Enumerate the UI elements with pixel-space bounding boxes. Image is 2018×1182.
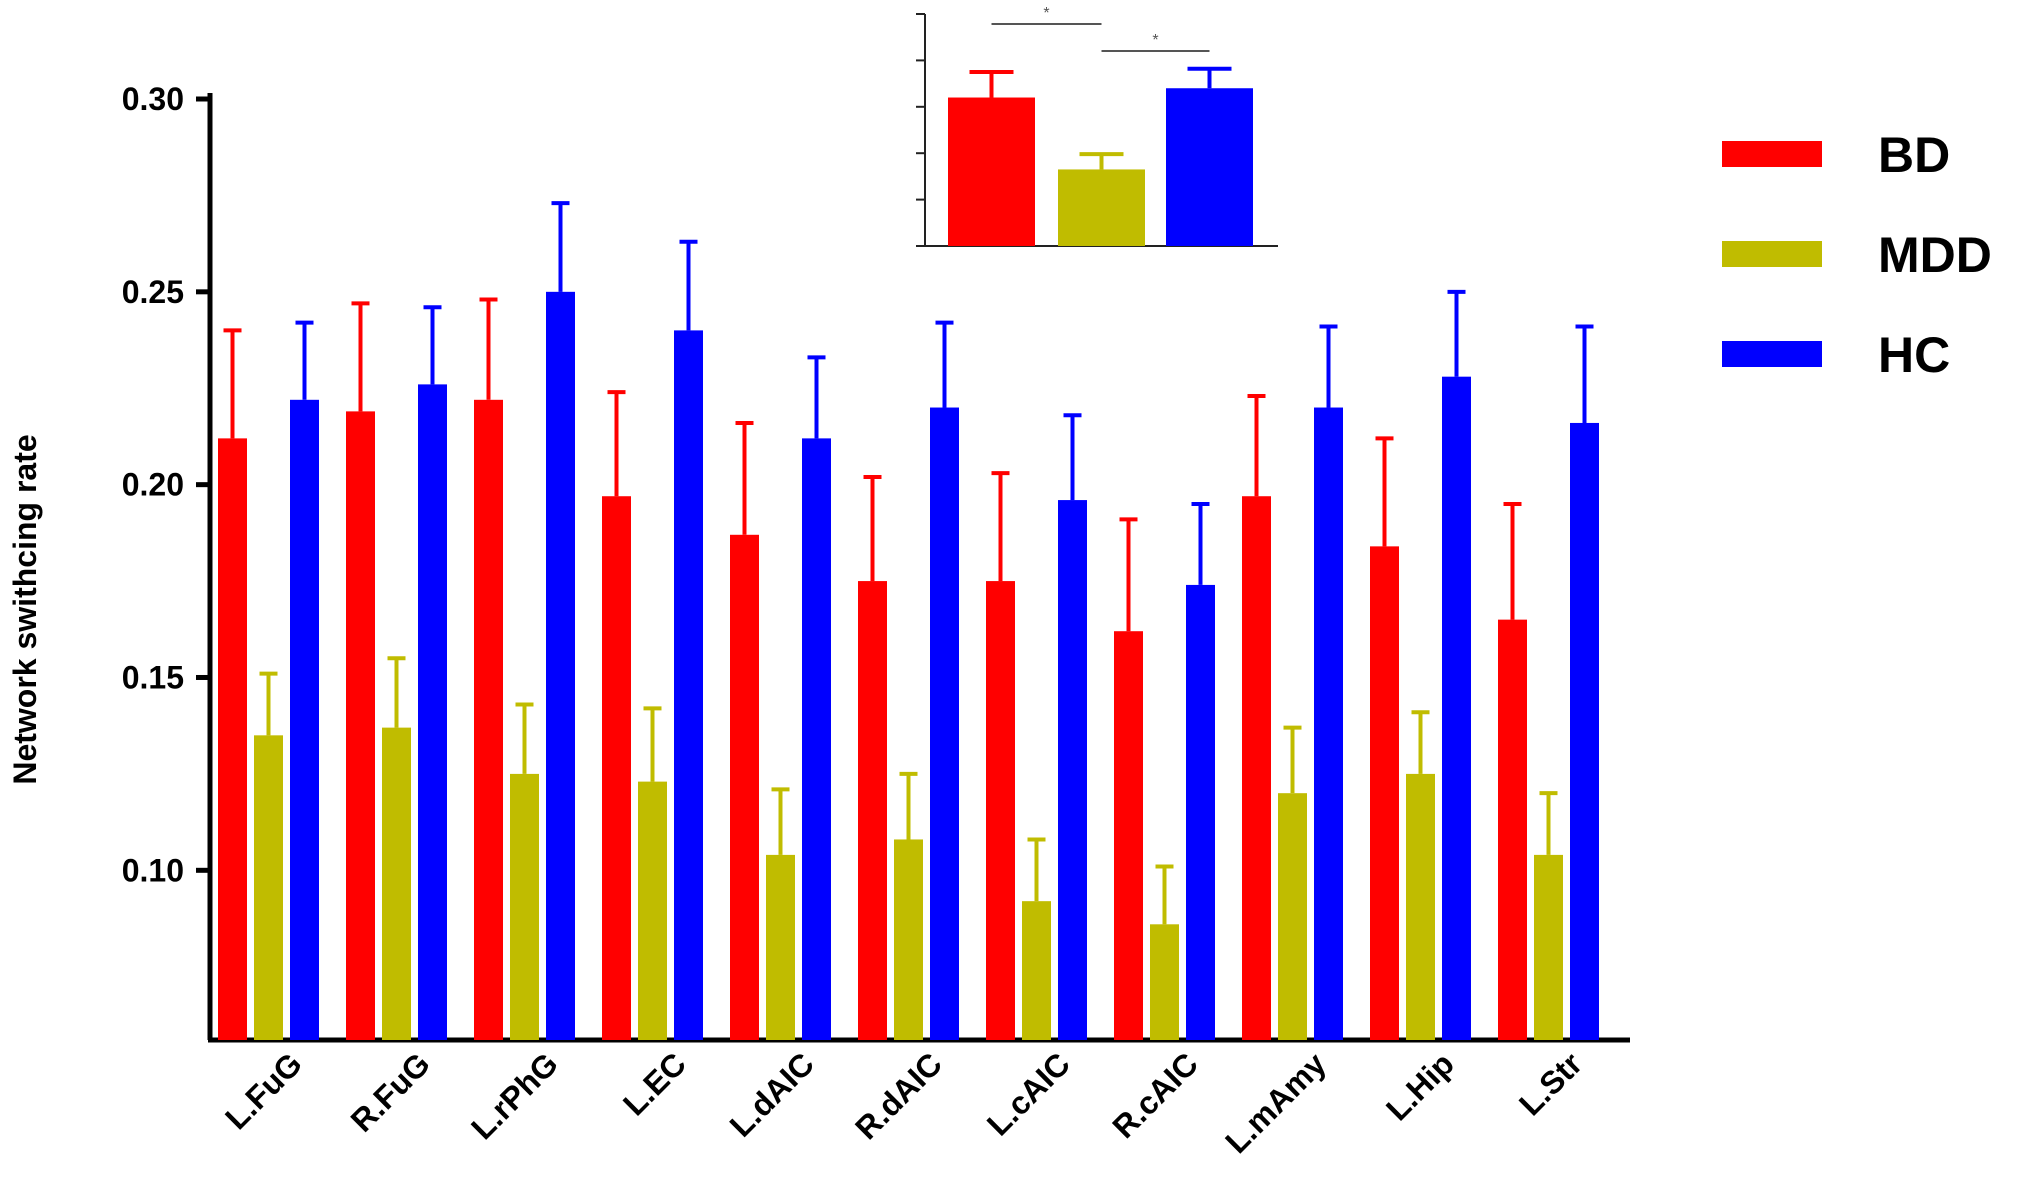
inset-bar-bd	[948, 97, 1035, 247]
bar-bd	[1498, 619, 1527, 1040]
y-axis-label: Network swithcing rate	[7, 434, 43, 784]
significance-star: *	[1043, 5, 1049, 22]
bar-hc	[290, 399, 319, 1040]
legend-swatch-bd	[1722, 141, 1822, 167]
x-tick-label: L.EC	[616, 1045, 693, 1122]
bar-hc	[1314, 407, 1343, 1040]
bar-mdd	[1022, 901, 1051, 1040]
bar-mdd	[766, 854, 795, 1040]
bar-mdd	[1406, 773, 1435, 1040]
y-tick-label: 0.25	[122, 274, 184, 310]
bar-bd	[1242, 496, 1271, 1040]
x-tick-label: R.FuG	[344, 1045, 437, 1138]
bar-hc	[674, 330, 703, 1040]
bar-hc	[546, 291, 575, 1040]
legend-swatch-mdd	[1722, 241, 1822, 267]
bar-mdd	[382, 727, 411, 1040]
legend: BD MDD HC	[1722, 127, 1992, 383]
y-tick-label: 0.30	[122, 81, 184, 117]
bar-bd	[602, 496, 631, 1040]
bar-hc	[1058, 500, 1087, 1040]
bar-bd	[474, 399, 503, 1040]
x-tick-label: R.cAIC	[1105, 1045, 1205, 1145]
legend-label-mdd: MDD	[1878, 227, 1992, 283]
x-tick-label: L.Hip	[1379, 1045, 1461, 1127]
x-tick-label: L.cAIC	[980, 1045, 1077, 1142]
inset-bar-hc	[1166, 88, 1253, 247]
y-tick-label: 0.20	[122, 467, 184, 503]
bar-mdd	[254, 735, 283, 1040]
bar-hc	[1570, 422, 1599, 1040]
x-tick-label: L.rPhG	[464, 1045, 565, 1146]
bar-hc	[802, 438, 831, 1040]
legend-label-bd: BD	[1878, 127, 1950, 183]
legend-swatch-hc	[1722, 341, 1822, 367]
bar-bd	[858, 581, 887, 1040]
bar-mdd	[894, 839, 923, 1040]
inset-bar-mdd	[1058, 169, 1145, 246]
bar-bd	[986, 581, 1015, 1040]
bar-mdd	[1150, 924, 1179, 1040]
x-tick-label: R.dAIC	[848, 1045, 949, 1146]
bar-mdd	[1278, 793, 1307, 1040]
bar-bd	[218, 438, 247, 1040]
bar-mdd	[638, 781, 667, 1040]
y-tick-label: 0.15	[122, 659, 184, 695]
x-tick-label: L.FuG	[218, 1045, 309, 1136]
x-tick-label: L.mAmy	[1218, 1045, 1333, 1160]
x-tick-label: L.Str	[1512, 1045, 1589, 1122]
bar-bd	[1114, 631, 1143, 1040]
bar-mdd	[510, 773, 539, 1040]
legend-label-hc: HC	[1878, 327, 1950, 383]
bar-bd	[346, 411, 375, 1041]
bar-hc	[1442, 376, 1471, 1040]
bar-hc	[930, 407, 959, 1040]
y-tick-label: 0.10	[122, 852, 184, 888]
bar-hc	[1186, 584, 1215, 1040]
main-plot: 0.10 0.15 0.20 0.25 0.30 Network swithcing ra…	[7, 81, 1630, 1160]
significance-star: *	[1152, 32, 1158, 49]
bar-mdd	[1534, 854, 1563, 1040]
bar-bd	[730, 534, 759, 1040]
bar-hc	[418, 384, 447, 1040]
x-tick-label: L.dAIC	[723, 1045, 821, 1143]
inset-plot: **	[916, 5, 1278, 247]
bar-bd	[1370, 546, 1399, 1040]
